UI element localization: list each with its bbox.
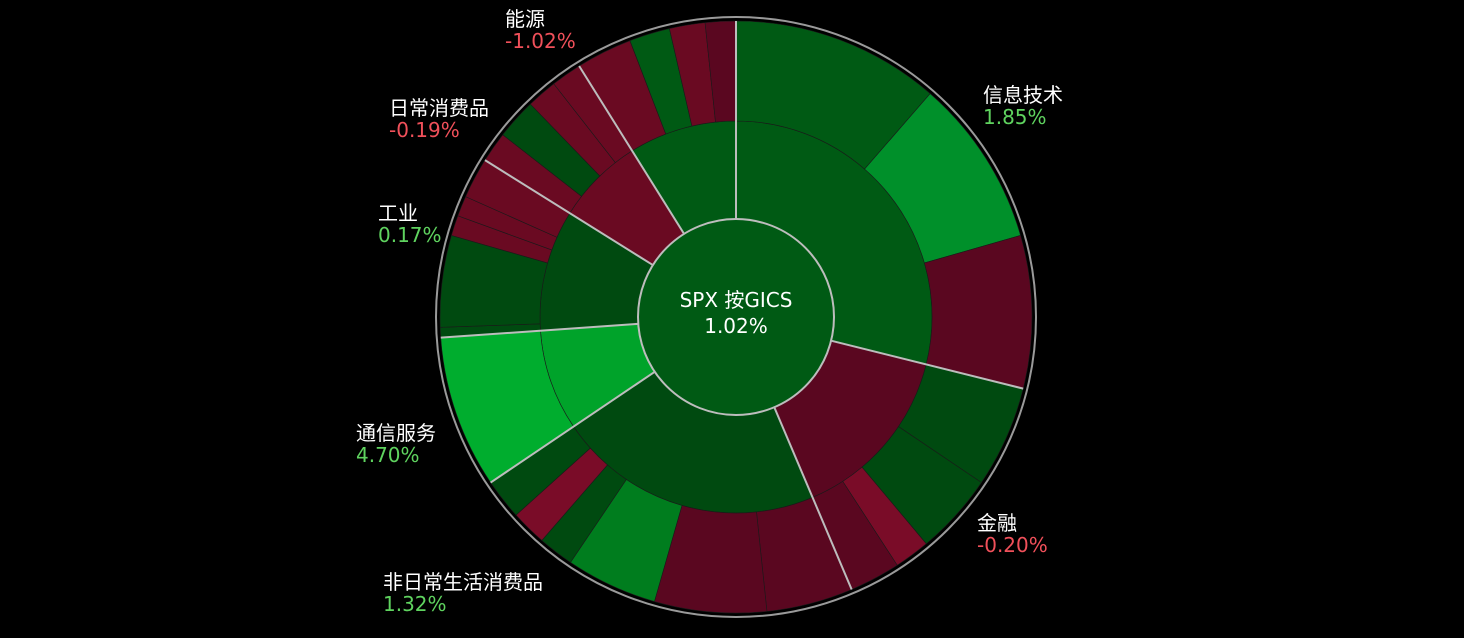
sector-divider <box>440 322 639 339</box>
center-disc[interactable] <box>637 218 835 416</box>
center-title: SPX 按GICS <box>679 288 793 312</box>
sector-label-cs[interactable]: 日常消费品 -0.19% <box>389 97 489 141</box>
sector-label-cd[interactable]: 非日常生活消费品 1.32% <box>383 571 543 615</box>
sector-name: 通信服务 <box>356 421 436 445</box>
sector-divider <box>484 159 654 266</box>
outer-border <box>435 16 1037 618</box>
sector-divider <box>830 339 1024 390</box>
center-value: 1.02% <box>704 314 768 338</box>
sector-label-fin[interactable]: 金融 -0.20% <box>977 512 1048 556</box>
sector-name: 金融 <box>977 511 1017 535</box>
center-label[interactable]: SPX 按GICS 1.02% <box>636 287 836 339</box>
sector-label-it[interactable]: 信息技术 1.85% <box>983 84 1063 128</box>
sector-change: 1.85% <box>983 105 1047 129</box>
sector-change: 1.32% <box>383 592 447 616</box>
sector-it-outer-2[interactable] <box>924 235 1033 389</box>
sector-label-en[interactable]: 能源 -1.02% <box>505 8 576 52</box>
sector-change: -0.20% <box>977 533 1048 557</box>
sector-divider <box>773 406 853 590</box>
sector-change: 4.70% <box>356 443 420 467</box>
sector-label-ind[interactable]: 工业 0.17% <box>378 202 442 246</box>
sector-name: 非日常生活消费品 <box>383 570 543 594</box>
sector-name: 能源 <box>505 7 545 31</box>
sector-name: 日常消费品 <box>389 96 489 120</box>
sector-change: 0.17% <box>378 223 442 247</box>
sector-label-comm[interactable]: 通信服务 4.70% <box>356 422 436 466</box>
sector-name: 信息技术 <box>983 83 1063 107</box>
sector-change: -1.02% <box>505 29 576 53</box>
sector-divider <box>578 65 685 235</box>
sector-change: -0.19% <box>389 118 460 142</box>
sector-name: 工业 <box>378 201 418 225</box>
sector-divider <box>490 370 656 484</box>
